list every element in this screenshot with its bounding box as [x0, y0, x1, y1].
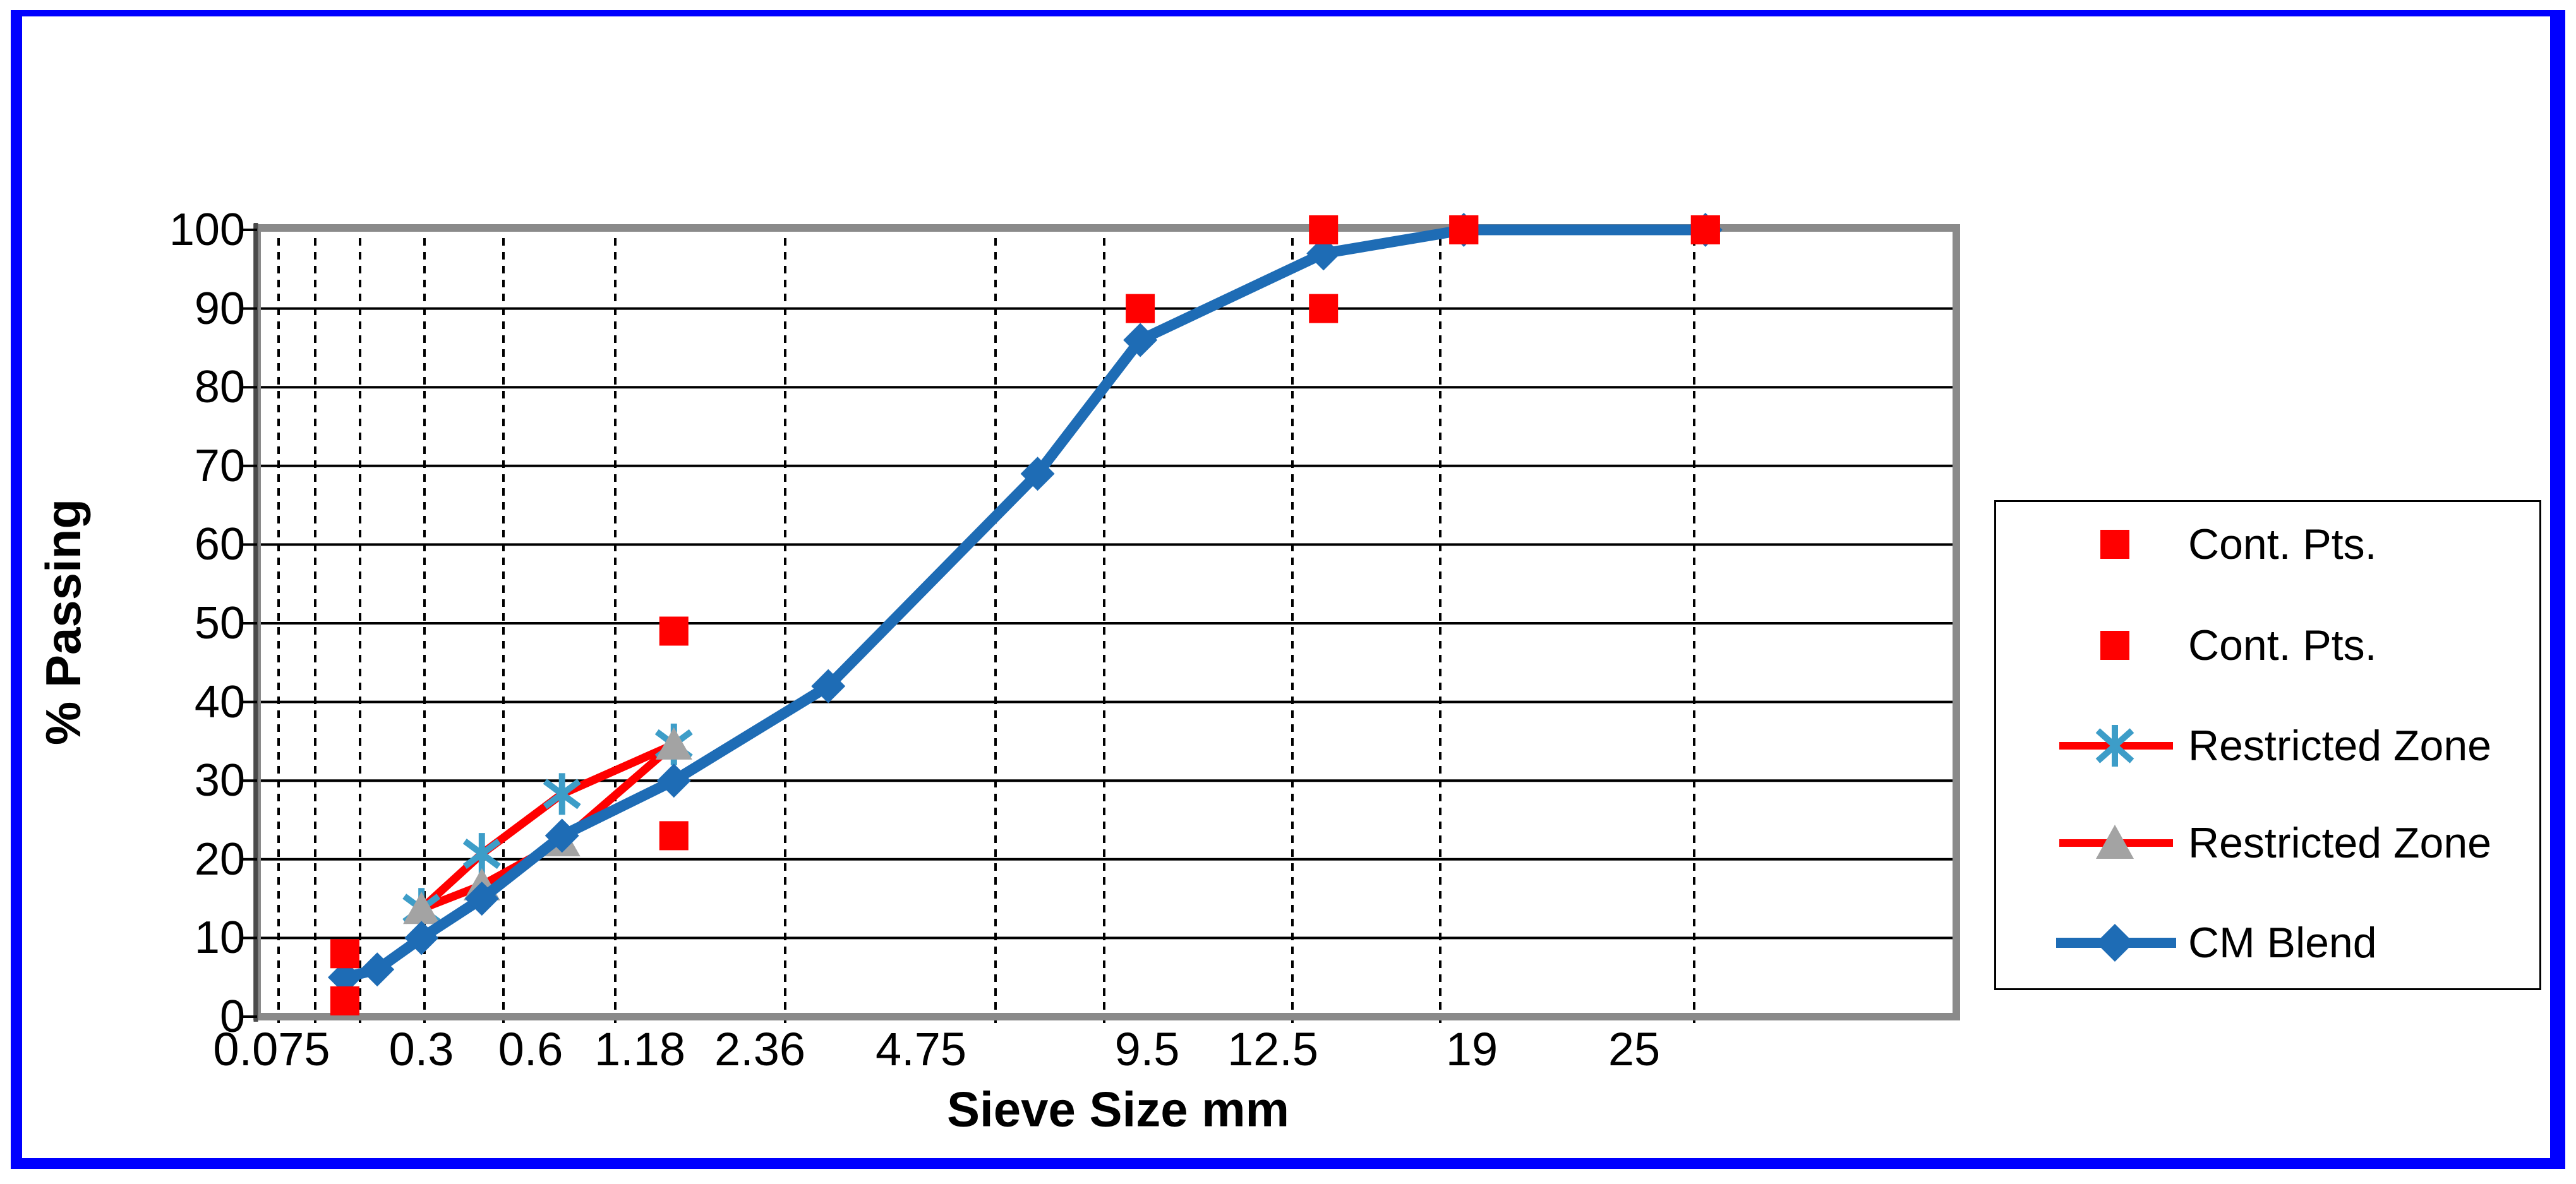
blend-diamond-marker	[1123, 323, 1158, 357]
x-axis-tick-label: 9.5	[1114, 1023, 1180, 1075]
restricted-zone-triangle-icon	[2059, 825, 2173, 859]
legend-label: Restricted Zone	[2188, 819, 2491, 867]
legend-row-control-points-min: Cont. Pts.	[2021, 611, 2533, 680]
control-points-square-icon	[2100, 530, 2129, 559]
legend-row-cm-blend: CM Blend	[2021, 908, 2533, 978]
blend-diamond-marker	[360, 952, 395, 987]
blend-diamond-marker	[656, 763, 691, 798]
x-axis-tick-label: 2.36	[714, 1023, 806, 1075]
restricted-zone-triangle-marker	[403, 892, 440, 924]
y-axis-tick-label: 40	[194, 676, 245, 727]
restricted-zone-star-marker	[543, 773, 581, 815]
legend-label: Restricted Zone	[2188, 722, 2491, 770]
control-point-square-marker	[330, 939, 359, 969]
x-axis-tick-label: 0.075	[213, 1023, 330, 1075]
y-axis-tick-label: 10	[194, 912, 245, 964]
legend-label: Cont. Pts.	[2188, 520, 2377, 568]
cm-blend-diamond-icon	[2056, 924, 2176, 962]
blend-diamond-marker	[327, 960, 362, 995]
legend-row-control-points-max: Cont. Pts.	[2021, 510, 2533, 579]
x-axis-tick-label: 19	[1445, 1023, 1498, 1075]
y-axis-tick-label: 50	[194, 598, 245, 649]
y-axis-tick-label: 0	[219, 991, 245, 1042]
x-axis-tick-label: 0.6	[498, 1023, 563, 1075]
y-axis-tick-label: 80	[194, 362, 245, 413]
y-axis-tick-label: 90	[194, 283, 245, 334]
blend-diamond-marker	[464, 882, 499, 916]
series-line	[417, 740, 678, 913]
y-axis-tick-label: 70	[194, 440, 245, 491]
blend-diamond-marker	[811, 669, 846, 703]
x-axis-tick-label: 4.75	[875, 1023, 967, 1075]
blend-diamond-marker	[1020, 457, 1055, 491]
y-axis-tick-label: 30	[194, 755, 245, 806]
control-point-square-marker	[1309, 215, 1339, 244]
control-point-square-marker	[1449, 215, 1479, 244]
series-line	[339, 224, 1711, 983]
outer-blue-frame	[11, 10, 2565, 1169]
series-line	[417, 740, 678, 913]
y-axis-tick-label: 20	[194, 834, 245, 885]
legend-row-restricted-zone-upper: Restricted Zone	[2021, 711, 2533, 780]
restricted-zone-star-icon	[2059, 725, 2173, 767]
y-axis-tick-label: 100	[169, 205, 245, 255]
restricted-zone-triangle-marker	[655, 727, 692, 760]
blend-diamond-marker	[545, 818, 579, 853]
x-axis-title: Sieve Size mm	[947, 1081, 1289, 1137]
legend-label: CM Blend	[2188, 919, 2377, 967]
control-point-square-marker	[1309, 294, 1339, 323]
restricted-zone-star-marker	[462, 833, 501, 875]
control-point-square-marker	[659, 616, 689, 646]
x-axis-tick-label: 0.3	[388, 1023, 454, 1075]
control-point-square-marker	[1690, 215, 1720, 244]
blend-diamond-marker	[1306, 236, 1341, 271]
x-axis-tick-label: 1.18	[594, 1023, 686, 1075]
legend-row-restricted-zone-lower: Restricted Zone	[2021, 808, 2533, 878]
x-axis-tick-label: 25	[1608, 1023, 1661, 1075]
control-points-square-icon	[2100, 631, 2129, 660]
blend-diamond-marker	[404, 921, 439, 955]
y-axis-tick-label: 60	[194, 519, 245, 570]
control-point-square-marker	[330, 986, 359, 1016]
x-axis-tick-label: 12.5	[1227, 1023, 1319, 1075]
control-point-square-marker	[1126, 294, 1155, 323]
control-point-square-marker	[659, 821, 689, 851]
y-axis-title: % Passing	[35, 498, 91, 746]
legend-label: Cont. Pts.	[2188, 621, 2377, 669]
